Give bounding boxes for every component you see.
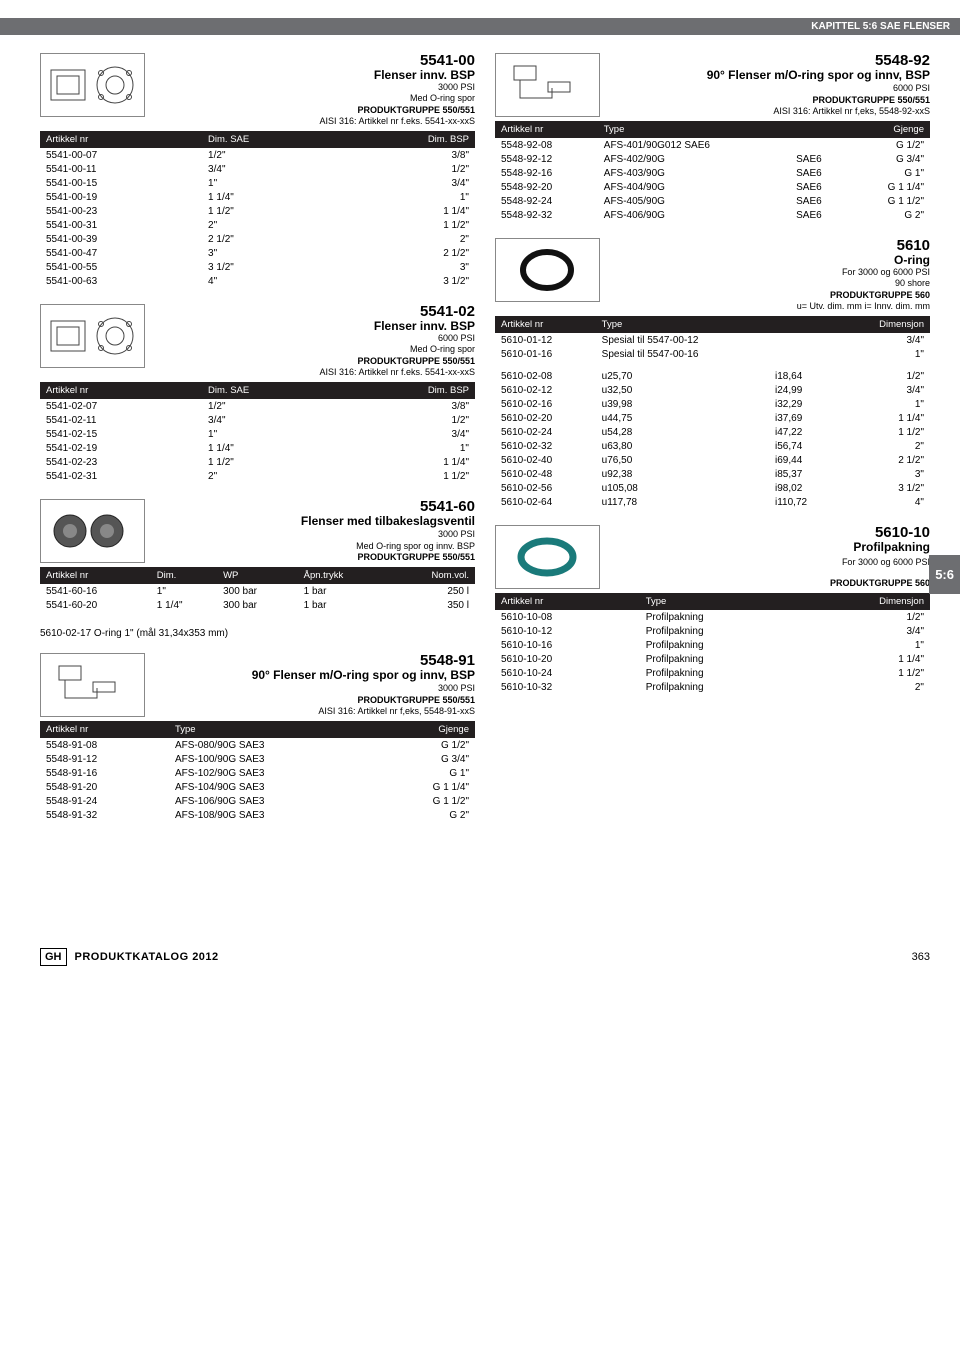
product-code: 5610	[606, 238, 930, 253]
product-title: 90° Flenser m/O-ring spor og innv, BSP	[606, 68, 930, 82]
table-row: 5610-10-12Profilpakning3/4"	[495, 624, 930, 638]
table-row: 5541-60-201 1/4"300 bar1 bar350 l	[40, 598, 475, 612]
table-5548-91: Artikkel nrTypeGjenge 5548-91-08AFS-080/…	[40, 721, 475, 822]
product-title: Flenser med tilbakeslagsventil	[151, 514, 475, 528]
chapter-header: KAPITTEL 5:6 SAE FLENSER	[0, 18, 960, 35]
elbow-flange-icon	[40, 653, 145, 717]
table-row: 5548-92-32AFS-406/90GSAE6G 2"	[495, 208, 930, 222]
page-footer: GH PRODUKTKATALOG 2012 363	[0, 948, 960, 980]
table-row: 5548-92-20AFS-404/90GSAE6G 1 1/4"	[495, 180, 930, 194]
table-row: 5548-92-08AFS-401/90G012 SAE6G 1/2"	[495, 138, 930, 152]
table-row: 5541-00-553 1/2"3"	[40, 260, 475, 274]
table-row: 5610-02-24u54,28i47,221 1/2"	[495, 425, 930, 439]
flange-diagram-icon	[40, 304, 145, 368]
table-row: 5610-01-12Spesial til 5547-00-123/4"	[495, 333, 930, 347]
table-row: 5610-02-32u63,80i56,742"	[495, 439, 930, 453]
table-row: 5541-02-113/4"1/2"	[40, 413, 475, 427]
product-subtext: 3000 PSIMed O-ring spor PRODUKTGRUPPE 55…	[151, 82, 475, 127]
brand-logo: GH	[40, 948, 67, 966]
product-header-5541-02: 5541-02 Flenser innv. BSP 6000 PSIMed O-…	[40, 304, 475, 378]
table-row: 5610-02-56u105,08i98,023 1/2"	[495, 481, 930, 495]
table-row: 5541-02-191 1/4"1"	[40, 441, 475, 455]
table-row: 5610-10-08Profilpakning1/2"	[495, 610, 930, 624]
footer-title: PRODUKTKATALOG 2012	[75, 951, 219, 963]
product-header-5548-91: 5548-91 90° Flenser m/O-ring spor og inn…	[40, 653, 475, 717]
table-row: 5610-10-32Profilpakning2"	[495, 680, 930, 694]
product-code: 5610-10	[606, 525, 930, 540]
table-5548-92: Artikkel nrTypeGjenge 5548-92-08AFS-401/…	[495, 121, 930, 222]
elbow-flange-icon	[495, 53, 600, 117]
product-title: O-ring	[606, 253, 930, 267]
table-row: 5541-02-151"3/4"	[40, 427, 475, 441]
product-code: 5541-02	[151, 304, 475, 319]
table-row: 5541-00-151"3/4"	[40, 176, 475, 190]
catalog-page: KAPITTEL 5:6 SAE FLENSER 5541-00 Flenser…	[0, 0, 960, 838]
product-header-5610: 5610 O-ring For 3000 og 6000 PSI90 shore…	[495, 238, 930, 312]
table-row: 5548-91-32AFS-108/90G SAE3G 2"	[40, 808, 475, 822]
right-column: 5548-92 90° Flenser m/O-ring spor og inn…	[495, 53, 930, 838]
table-row: 5610-01-16Spesial til 5547-00-161"	[495, 347, 930, 361]
table-row: 5548-91-12AFS-100/90G SAE3G 3/4"	[40, 752, 475, 766]
table-row: 5541-60-161"300 bar1 bar250 l	[40, 584, 475, 598]
profile-ring-icon	[495, 525, 600, 589]
table-row: 5541-00-392 1/2"2"	[40, 232, 475, 246]
table-row: 5548-91-24AFS-106/90G SAE3G 1 1/2"	[40, 794, 475, 808]
product-title: Profilpakning	[606, 540, 930, 554]
table-row: 5610-02-12u32,50i24,993/4"	[495, 383, 930, 397]
table-row: 5610-02-16u39,98i32,291"	[495, 397, 930, 411]
product-code: 5541-60	[151, 499, 475, 514]
product-header-5610-10: 5610-10 Profilpakning For 3000 og 6000 P…	[495, 525, 930, 589]
table-row: 5548-92-12AFS-402/90GSAE6G 3/4"	[495, 152, 930, 166]
flange-diagram-icon	[40, 53, 145, 117]
note-text: 5610-02-17 O-ring 1" (mål 31,34x353 mm)	[40, 628, 475, 639]
table-row: 5610-10-20Profilpakning1 1/4"	[495, 652, 930, 666]
product-code: 5541-00	[151, 53, 475, 68]
oring-icon	[495, 238, 600, 302]
table-row: 5541-00-191 1/4"1"	[40, 190, 475, 204]
product-title: Flenser innv. BSP	[151, 68, 475, 82]
table-row: 5610-02-08u25,70i18,641/2"	[495, 369, 930, 383]
table-row: 5610-10-16Profilpakning1"	[495, 638, 930, 652]
table-5541-02: Artikkel nrDim. SAEDim. BSP 5541-02-071/…	[40, 382, 475, 483]
table-row: 5541-00-071/2"3/8"	[40, 148, 475, 162]
valve-icon	[40, 499, 145, 563]
table-row: 5541-02-231 1/2"1 1/4"	[40, 455, 475, 469]
product-title: Flenser innv. BSP	[151, 319, 475, 333]
table-5610-10: Artikkel nrTypeDimensjon 5610-10-08Profi…	[495, 593, 930, 694]
table-row: 5541-00-113/4"1/2"	[40, 162, 475, 176]
table-row: 5541-02-312"1 1/2"	[40, 469, 475, 483]
table-5610: Artikkel nrTypeDimensjon 5610-01-12Spesi…	[495, 316, 930, 509]
tbody: 5541-00-071/2"3/8"5541-00-113/4"1/2"5541…	[40, 148, 475, 288]
table-row: 5610-02-20u44,75i37,691 1/4"	[495, 411, 930, 425]
table-5541-60: Artikkel nrDim.WPÅpn.trykkNom.vol. 5541-…	[40, 567, 475, 612]
table-row: 5541-00-473"2 1/2"	[40, 246, 475, 260]
table-row: 5610-02-64u117,78i110,724"	[495, 495, 930, 509]
product-header-5541-60: 5541-60 Flenser med tilbakeslagsventil 3…	[40, 499, 475, 563]
table-row: 5610-10-24Profilpakning1 1/2"	[495, 666, 930, 680]
table-row: 5548-92-16AFS-403/90GSAE6G 1"	[495, 166, 930, 180]
table-row: 5541-00-231 1/2"1 1/4"	[40, 204, 475, 218]
table-row: 5610-02-40u76,50i69,442 1/2"	[495, 453, 930, 467]
page-number: 363	[912, 951, 930, 963]
product-code: 5548-91	[151, 653, 475, 668]
two-column-layout: 5541-00 Flenser innv. BSP 3000 PSIMed O-…	[40, 53, 930, 838]
table-row: 5610-02-48u92,38i85,373"	[495, 467, 930, 481]
table-row: 5541-00-634"3 1/2"	[40, 274, 475, 288]
table-row: 5548-91-20AFS-104/90G SAE3G 1 1/4"	[40, 780, 475, 794]
table-row: 5548-91-16AFS-102/90G SAE3G 1"	[40, 766, 475, 780]
left-column: 5541-00 Flenser innv. BSP 3000 PSIMed O-…	[40, 53, 475, 838]
table-row: 5548-91-08AFS-080/90G SAE3G 1/2"	[40, 738, 475, 752]
table-5541-00: Artikkel nrDim. SAEDim. BSP 5541-00-071/…	[40, 131, 475, 288]
table-row: 5548-92-24AFS-405/90GSAE6G 1 1/2"	[495, 194, 930, 208]
section-tab: 5:6	[929, 555, 960, 594]
product-code: 5548-92	[606, 53, 930, 68]
table-row: 5541-02-071/2"3/8"	[40, 399, 475, 413]
product-title: 90° Flenser m/O-ring spor og innv, BSP	[151, 668, 475, 682]
product-header-5541-00: 5541-00 Flenser innv. BSP 3000 PSIMed O-…	[40, 53, 475, 127]
table-row: 5541-00-312"1 1/2"	[40, 218, 475, 232]
product-header-5548-92: 5548-92 90° Flenser m/O-ring spor og inn…	[495, 53, 930, 117]
